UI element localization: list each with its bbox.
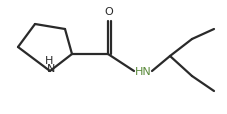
Text: HN: HN	[134, 66, 151, 76]
Text: H: H	[45, 56, 53, 65]
Text: O: O	[104, 7, 113, 17]
Text: N: N	[47, 63, 55, 73]
